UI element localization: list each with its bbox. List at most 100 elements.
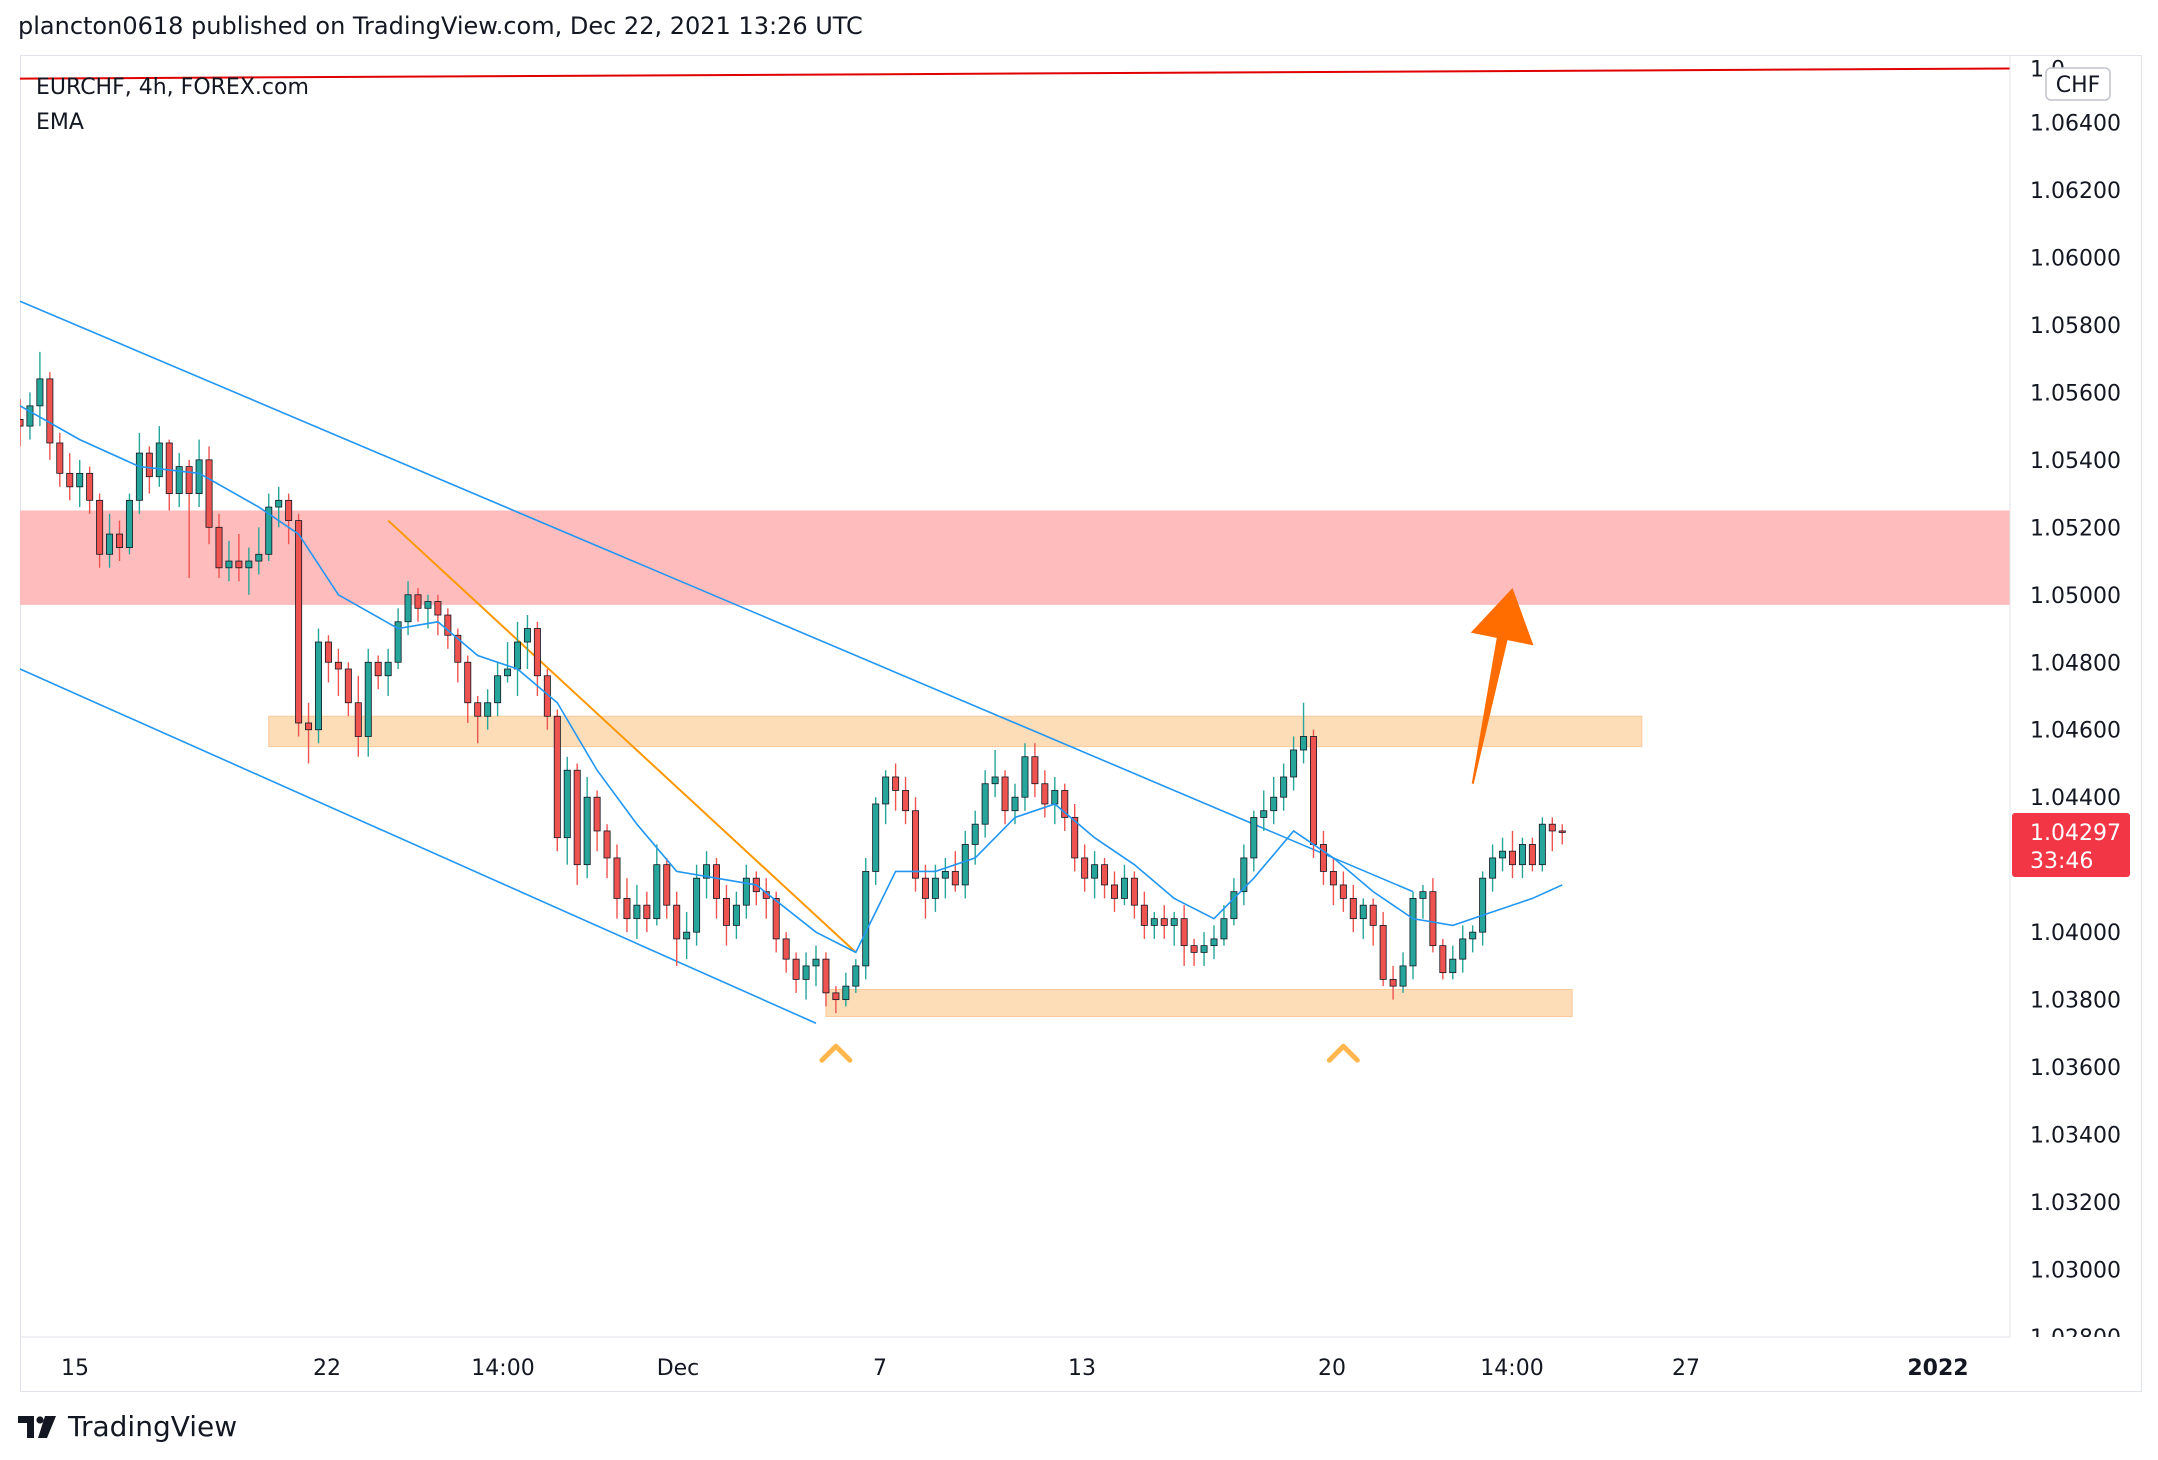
candle[interactable] [1339, 871, 1347, 912]
candle[interactable] [1120, 864, 1128, 906]
candle[interactable] [26, 392, 34, 440]
candle[interactable] [1558, 824, 1566, 845]
support-zone-upper[interactable] [268, 715, 1643, 748]
candle[interactable] [1449, 945, 1457, 980]
candle[interactable] [732, 891, 740, 939]
caret-marker[interactable] [1326, 1043, 1360, 1063]
candle[interactable] [912, 797, 919, 892]
caret-marker[interactable] [819, 1043, 853, 1063]
candle[interactable] [17, 399, 24, 447]
candle[interactable] [862, 857, 870, 980]
candle[interactable] [892, 763, 900, 811]
candle[interactable] [1210, 925, 1218, 960]
candle[interactable] [583, 776, 591, 879]
candle[interactable] [623, 878, 631, 933]
candle[interactable] [1528, 837, 1536, 872]
candle[interactable] [812, 945, 820, 987]
candle[interactable] [434, 594, 442, 636]
candle[interactable] [593, 790, 601, 852]
candle[interactable] [1290, 736, 1298, 791]
candle[interactable] [1190, 938, 1198, 966]
candle[interactable] [374, 655, 382, 690]
candle[interactable] [1051, 776, 1059, 825]
candle[interactable] [1250, 810, 1258, 872]
candle[interactable] [324, 635, 332, 683]
candle[interactable] [673, 891, 681, 966]
candle[interactable] [1031, 743, 1039, 798]
candle[interactable] [792, 952, 800, 993]
candle[interactable] [1270, 776, 1278, 825]
orange-trendline[interactable] [387, 519, 857, 954]
candle[interactable] [225, 540, 233, 582]
candle[interactable] [971, 810, 979, 865]
candle[interactable] [205, 446, 213, 545]
candle[interactable] [185, 459, 193, 578]
candle[interactable] [573, 763, 581, 885]
candle[interactable] [285, 493, 293, 545]
candle[interactable] [1220, 905, 1228, 946]
candle[interactable] [86, 466, 94, 514]
candle[interactable] [822, 952, 830, 1007]
candle[interactable] [255, 527, 263, 575]
candle[interactable] [1419, 884, 1427, 919]
candle[interactable] [135, 432, 143, 514]
candle[interactable] [344, 662, 352, 717]
candle[interactable] [165, 439, 173, 511]
candle[interactable] [941, 857, 949, 899]
indicator-label[interactable]: EMA [36, 110, 84, 135]
candle[interactable] [991, 749, 999, 798]
candle[interactable] [643, 891, 651, 933]
channel-upper-line[interactable] [20, 300, 1414, 893]
candle[interactable] [802, 952, 810, 1000]
candle[interactable] [125, 493, 133, 555]
symbol-label[interactable]: EURCHF, 4h, FOREX.com [36, 75, 309, 100]
candle[interactable] [1359, 898, 1367, 939]
candle[interactable] [752, 871, 760, 906]
candle[interactable] [921, 864, 929, 919]
candle[interactable] [1499, 837, 1507, 872]
candle[interactable] [832, 986, 840, 1014]
candle[interactable] [533, 621, 541, 696]
candle[interactable] [1429, 878, 1437, 953]
candle[interactable] [742, 864, 750, 919]
candle[interactable] [1230, 878, 1238, 926]
candle[interactable] [1369, 898, 1377, 946]
candle[interactable] [46, 372, 54, 460]
candle[interactable] [1170, 911, 1178, 946]
candle[interactable] [454, 628, 462, 683]
support-zone-lower[interactable] [825, 989, 1573, 1017]
candle[interactable] [315, 628, 322, 744]
candle[interactable] [693, 864, 701, 946]
candle[interactable] [1538, 817, 1546, 872]
bullish-arrow[interactable] [1470, 588, 1534, 784]
plot-area[interactable] [17, 67, 2010, 1063]
candle[interactable] [96, 493, 104, 568]
candle[interactable] [1260, 790, 1268, 831]
candle[interactable] [1101, 857, 1109, 899]
candle[interactable] [1399, 952, 1407, 993]
candle[interactable] [1240, 844, 1248, 906]
candle[interactable] [66, 453, 74, 501]
candle[interactable] [1319, 830, 1327, 885]
candle[interactable] [145, 446, 153, 494]
candle[interactable] [1518, 837, 1526, 879]
candle[interactable] [1280, 763, 1288, 811]
candle[interactable] [772, 891, 780, 953]
candle[interactable] [703, 851, 711, 899]
candle[interactable] [295, 513, 303, 737]
candle[interactable] [563, 756, 571, 865]
candle[interactable] [603, 824, 611, 879]
candle[interactable] [633, 884, 641, 939]
candle[interactable] [1389, 965, 1397, 1000]
candle[interactable] [215, 513, 223, 578]
candle[interactable] [1041, 770, 1049, 818]
candle[interactable] [653, 844, 661, 926]
candle[interactable] [1479, 871, 1487, 946]
candle[interactable] [334, 648, 342, 696]
candle[interactable] [56, 432, 64, 487]
candle[interactable] [683, 911, 691, 960]
candle[interactable] [1140, 891, 1148, 939]
candle[interactable] [414, 588, 422, 622]
candle[interactable] [444, 608, 452, 649]
